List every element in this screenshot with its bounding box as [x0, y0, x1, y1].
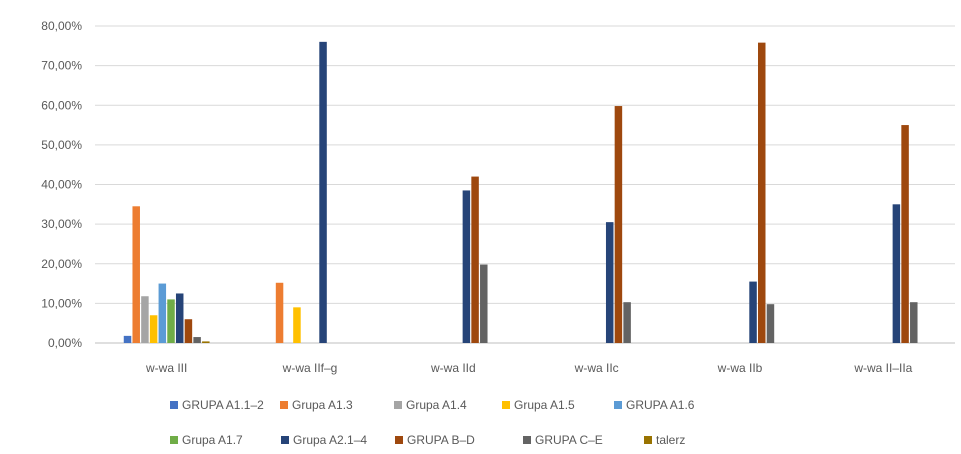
x-category-label: w-wa IId	[430, 361, 476, 375]
y-tick-label: 30,00%	[41, 217, 82, 231]
gridlines	[95, 25, 955, 344]
bar	[471, 176, 479, 343]
legend-swatch	[280, 401, 288, 409]
x-category-label: w-wa IIb	[717, 361, 763, 375]
y-tick-label: 20,00%	[41, 257, 82, 271]
bar	[605, 222, 614, 343]
bar	[141, 296, 149, 343]
bar	[149, 315, 158, 343]
bar	[275, 282, 284, 343]
bar	[901, 125, 909, 343]
legend-label: GRUPA A1.6	[626, 398, 695, 412]
legend-swatch	[281, 436, 289, 444]
legend-label: GRUPA B–D	[407, 433, 475, 447]
bar	[202, 341, 210, 343]
x-category-label: w-wa III	[145, 361, 187, 375]
bar	[623, 302, 631, 343]
bar	[480, 264, 488, 343]
bar	[184, 319, 193, 343]
bar	[175, 293, 184, 343]
bar	[758, 42, 766, 344]
legend-swatch	[170, 436, 178, 444]
bar	[766, 304, 775, 343]
bar	[910, 302, 918, 343]
bar	[132, 206, 140, 343]
legend-swatch	[523, 436, 531, 444]
x-category-label: w-wa IIf–g	[282, 361, 338, 375]
legend-label: GRUPA A1.1–2	[182, 398, 264, 412]
y-tick-label: 70,00%	[41, 59, 82, 73]
bar	[193, 337, 201, 343]
legend-swatch	[170, 401, 178, 409]
legend-label: GRUPA C–E	[535, 433, 603, 447]
legend-label: Grupa A2.1–4	[293, 433, 367, 447]
bar	[293, 307, 301, 343]
y-tick-label: 40,00%	[41, 178, 82, 192]
bars	[123, 41, 918, 344]
bar	[123, 335, 132, 343]
legend-swatch	[644, 436, 652, 444]
legend-swatch	[395, 436, 403, 444]
bar	[319, 41, 327, 343]
legend-swatch	[614, 401, 622, 409]
y-tick-label: 60,00%	[41, 98, 82, 112]
legend-label: Grupa A1.4	[406, 398, 467, 412]
legend-label: talerz	[656, 433, 685, 447]
y-tick-label: 80,00%	[41, 19, 82, 33]
x-category-label: w-wa IIc	[574, 361, 619, 375]
y-axis: 0,00% 10,00% 20,00% 30,00% 40,00% 50,00% 60,00…	[41, 19, 82, 350]
legend-label: Grupa A1.3	[292, 398, 353, 412]
x-axis: w-wa III w-wa IIf–g w-wa IId w-wa IIc w-wa I…	[145, 361, 913, 375]
bar	[892, 204, 901, 343]
legend-swatch	[502, 401, 510, 409]
bar	[167, 299, 175, 343]
y-tick-label: 0,00%	[48, 336, 82, 350]
y-tick-label: 50,00%	[41, 138, 82, 152]
legend-label: Grupa A1.5	[514, 398, 575, 412]
bar	[749, 281, 757, 343]
legend: GRUPA A1.1–2 Grupa A1.3 Grupa A1.4 Grupa A1…	[170, 398, 695, 447]
bar	[614, 106, 623, 343]
y-tick-label: 10,00%	[41, 296, 82, 310]
bar	[158, 283, 167, 343]
bar	[462, 190, 471, 343]
x-category-label: w-wa II–IIa	[853, 361, 912, 375]
legend-label: Grupa A1.7	[182, 433, 243, 447]
legend-swatch	[394, 401, 402, 409]
